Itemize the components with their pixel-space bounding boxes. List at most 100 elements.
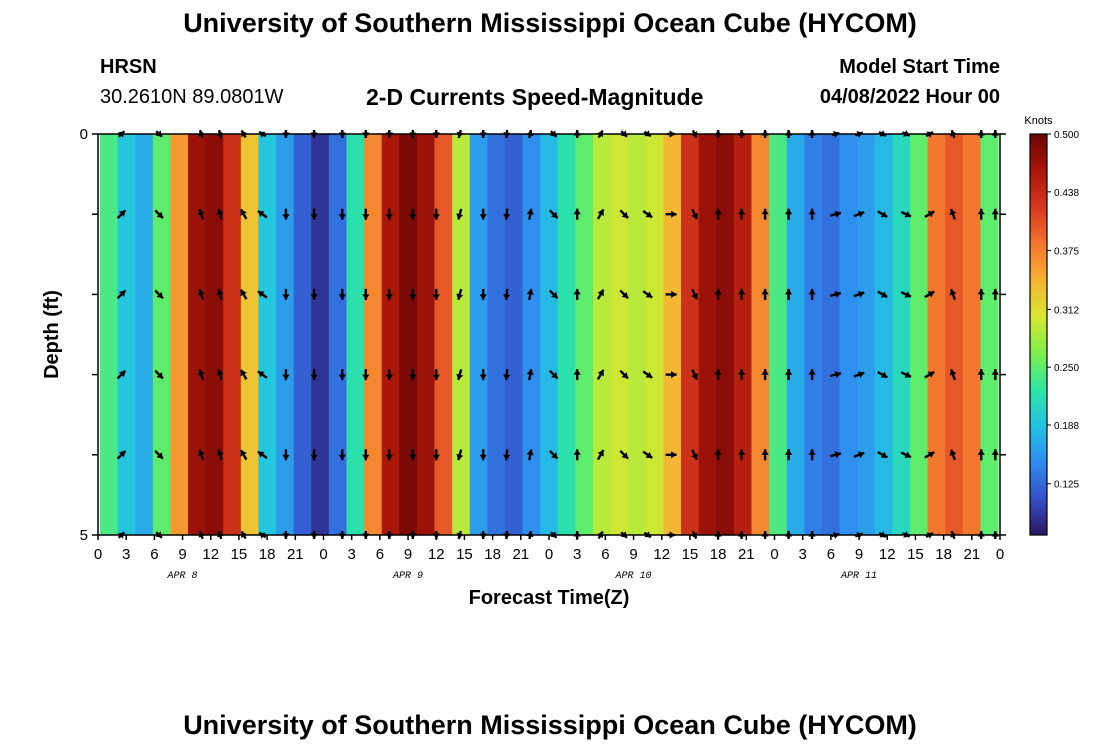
colorbar-tick-label: 0.438 xyxy=(1054,188,1079,199)
current-vector xyxy=(761,288,769,300)
current-vector xyxy=(949,208,957,220)
current-vector xyxy=(878,531,887,539)
current-vector xyxy=(949,449,957,461)
current-vector xyxy=(714,130,722,138)
current-vector xyxy=(257,290,268,299)
current-vector xyxy=(456,129,464,139)
heatmap-cell xyxy=(962,134,981,535)
heatmap-cell xyxy=(716,134,735,535)
x-tick-label: 9 xyxy=(404,546,412,563)
station-coordinates: 30.2610N 89.0801W xyxy=(100,86,284,108)
x-tick-label: 15 xyxy=(231,546,248,563)
current-vector xyxy=(714,449,722,461)
current-vector xyxy=(808,531,816,539)
current-vector xyxy=(548,369,559,380)
current-vector xyxy=(643,130,652,138)
current-vector xyxy=(573,449,581,461)
x-tick-label: 15 xyxy=(682,546,699,563)
current-vector xyxy=(198,368,205,381)
current-vector xyxy=(991,288,999,300)
current-vector xyxy=(991,531,999,539)
current-vector xyxy=(761,369,769,381)
current-vector xyxy=(116,289,127,300)
current-vector xyxy=(901,130,911,137)
x-tick-label: 6 xyxy=(376,546,384,563)
y-tick-label: 0 xyxy=(80,126,88,143)
current-vector xyxy=(154,209,164,219)
current-vector xyxy=(977,208,985,220)
current-vector xyxy=(573,130,581,138)
current-vector xyxy=(853,451,865,459)
current-vector xyxy=(901,531,911,538)
current-vector xyxy=(738,449,746,461)
heatmap-cell xyxy=(258,134,277,535)
heatmap-cell xyxy=(152,134,172,535)
current-vector xyxy=(282,369,290,381)
heatmap-cell xyxy=(874,134,893,535)
x-tick-label: 0 xyxy=(319,546,327,563)
current-vector xyxy=(950,530,957,540)
current-vector xyxy=(198,449,205,461)
heatmap-cell xyxy=(311,134,330,535)
colorbar-unit: Knots xyxy=(1024,115,1053,127)
current-vector xyxy=(116,209,127,219)
chart-subtitle: 2-D Currents Speed-Magnitude xyxy=(366,84,704,110)
x-tick-label: 0 xyxy=(996,546,1004,563)
current-vector xyxy=(239,289,248,300)
current-vector xyxy=(900,371,912,378)
heatmap-cell xyxy=(645,134,665,535)
current-vector xyxy=(116,450,127,460)
current-vector xyxy=(310,130,318,138)
heatmap-cell xyxy=(170,134,189,535)
current-vector xyxy=(385,288,393,300)
current-vector xyxy=(642,290,653,299)
current-vector xyxy=(257,370,268,379)
heatmap-cell xyxy=(769,134,788,535)
model-start-value: 04/08/2022 Hour 00 xyxy=(819,86,1000,108)
x-tick-label: 6 xyxy=(827,546,835,563)
heatmap-cell xyxy=(980,134,999,535)
x-tick-label: 21 xyxy=(287,546,304,563)
current-vector xyxy=(526,449,534,461)
current-vector xyxy=(991,369,999,381)
date-label: APR 9 xyxy=(392,571,423,582)
current-vector xyxy=(714,531,722,539)
current-vector xyxy=(216,288,224,301)
current-vector xyxy=(432,369,440,381)
current-vector xyxy=(573,531,581,539)
y-axis-label: Depth (ft) xyxy=(41,290,63,379)
current-vector xyxy=(338,130,346,138)
heatmap-cell xyxy=(522,134,541,535)
current-vector xyxy=(738,208,746,220)
current-vector xyxy=(282,130,290,138)
current-vector xyxy=(258,130,267,138)
heatmap-cell xyxy=(540,134,559,535)
current-vector xyxy=(785,369,793,381)
heatmap-cell xyxy=(399,134,418,535)
x-tick-label: 6 xyxy=(150,546,158,563)
current-vector xyxy=(385,449,393,461)
current-vector xyxy=(619,289,629,300)
current-vector xyxy=(456,288,464,301)
current-vector xyxy=(642,450,653,459)
current-vector xyxy=(667,531,676,539)
current-vector xyxy=(877,451,888,459)
current-vector xyxy=(877,210,888,218)
current-vector xyxy=(479,531,487,539)
current-vector xyxy=(258,531,267,539)
current-vector xyxy=(690,530,698,540)
current-vector xyxy=(456,208,464,220)
heatmap-cell xyxy=(681,134,700,535)
current-vector xyxy=(808,130,816,138)
current-vector xyxy=(977,130,985,138)
current-vector xyxy=(665,371,677,379)
colorbar-tick-label: 0.188 xyxy=(1054,421,1079,432)
current-vector xyxy=(854,131,864,138)
current-vector xyxy=(409,369,417,381)
heatmap-cell xyxy=(487,134,506,535)
current-vector xyxy=(432,531,440,539)
current-vector xyxy=(456,530,464,540)
x-tick-label: 18 xyxy=(710,546,727,563)
current-vector xyxy=(924,290,935,299)
current-vector xyxy=(198,288,205,301)
